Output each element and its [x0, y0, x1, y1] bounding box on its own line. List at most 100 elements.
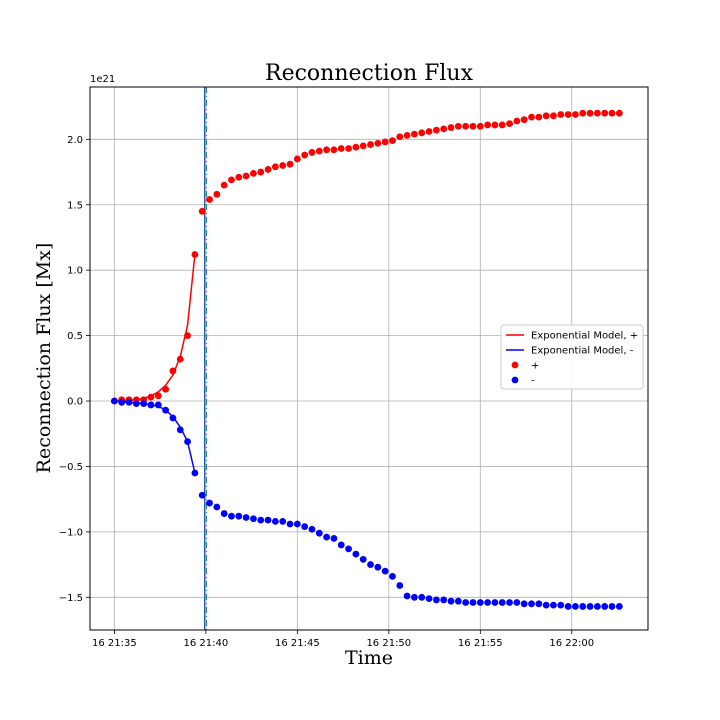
data-point	[454, 597, 462, 605]
data-point	[359, 142, 367, 150]
data-point	[462, 122, 470, 130]
data-point	[447, 124, 455, 131]
data-point	[257, 168, 265, 176]
data-point	[535, 600, 543, 608]
data-point	[154, 392, 162, 400]
data-point	[184, 332, 191, 339]
model-curve-line	[114, 400, 196, 474]
legend-marker-swatch	[511, 361, 519, 369]
data-point	[432, 126, 440, 134]
data-point	[396, 582, 404, 589]
data-point	[359, 555, 367, 563]
chart-title: Reconnection Flux	[265, 61, 474, 86]
data-point	[235, 173, 243, 181]
y-tick-label: −1.5	[59, 593, 83, 604]
data-point	[491, 599, 499, 606]
data-point	[213, 190, 221, 198]
data-point	[557, 111, 565, 118]
model-curve-line	[114, 254, 196, 402]
y-offset-label: 1e21	[90, 74, 115, 85]
x-tick-label: 16 21:50	[366, 638, 411, 649]
data-point	[513, 599, 521, 606]
legend-label: Exponential Model, -	[531, 346, 634, 357]
data-point	[608, 109, 616, 117]
data-point	[264, 516, 272, 524]
data-point	[323, 146, 331, 154]
data-point	[528, 600, 535, 608]
data-point	[162, 406, 170, 414]
y-tick-label: 1.5	[67, 200, 83, 211]
data-point	[147, 393, 155, 401]
data-point	[352, 550, 360, 558]
legend-label: -	[531, 376, 535, 387]
axis-ticks: 16 21:35 16 21:40 16 21:45 16 21:50 16 21:55…	[59, 135, 594, 649]
data-point	[586, 109, 594, 117]
data-point	[352, 143, 360, 151]
data-point	[593, 603, 601, 610]
data-point	[169, 367, 177, 375]
y-tick-label: −1.0	[59, 527, 83, 538]
data-point	[228, 176, 235, 184]
data-point	[601, 603, 609, 610]
data-point	[176, 426, 184, 434]
y-axis-label: Reconnection Flux [Mx]	[33, 243, 55, 474]
data-point	[323, 533, 331, 541]
data-point	[345, 545, 352, 553]
data-point	[198, 491, 206, 499]
x-tick-label: 16 22:00	[549, 638, 594, 649]
model-curves	[114, 254, 196, 474]
data-point	[242, 172, 250, 180]
data-point	[220, 510, 228, 517]
data-point	[550, 601, 557, 609]
data-point	[337, 541, 345, 549]
data-point	[330, 146, 338, 154]
data-point	[235, 512, 243, 520]
data-point	[403, 132, 411, 139]
data-point	[367, 141, 374, 148]
data-point	[308, 525, 316, 533]
data-point	[286, 520, 294, 528]
data-point	[271, 163, 279, 171]
data-point	[557, 601, 565, 609]
data-point	[418, 593, 426, 601]
x-tick-label: 16 21:55	[458, 638, 503, 649]
data-point	[542, 601, 550, 609]
data-point	[469, 122, 477, 130]
data-point	[484, 121, 492, 129]
data-point	[572, 111, 579, 118]
data-point	[110, 397, 118, 405]
data-point	[381, 138, 389, 146]
data-point	[169, 414, 177, 422]
y-tick-label: 1.0	[67, 266, 83, 277]
data-point	[528, 113, 535, 121]
data-point	[550, 112, 557, 120]
data-point	[579, 603, 587, 610]
x-axis-label: Time	[345, 647, 393, 669]
data-point	[615, 109, 623, 117]
data-point	[462, 599, 470, 606]
plot-frame	[89, 86, 649, 631]
data-point	[542, 112, 550, 120]
data-point	[564, 111, 572, 118]
data-point	[337, 145, 345, 152]
data-point	[476, 122, 484, 130]
legend-label: +	[531, 361, 539, 372]
data-point	[520, 116, 528, 124]
data-point	[118, 398, 126, 406]
data-point	[293, 155, 301, 163]
data-point	[206, 196, 213, 203]
data-point	[330, 535, 338, 542]
data-point	[447, 597, 455, 605]
data-point	[191, 251, 199, 258]
data-point	[425, 128, 433, 135]
legend-marker-swatch	[511, 376, 519, 384]
data-point	[564, 603, 572, 610]
y-tick-label: −0.5	[59, 462, 83, 473]
data-point	[520, 600, 528, 608]
data-point	[440, 596, 448, 604]
data-point	[374, 139, 382, 147]
data-point	[242, 514, 250, 521]
data-point	[454, 122, 462, 130]
data-point	[315, 147, 323, 155]
data-point	[176, 355, 184, 363]
